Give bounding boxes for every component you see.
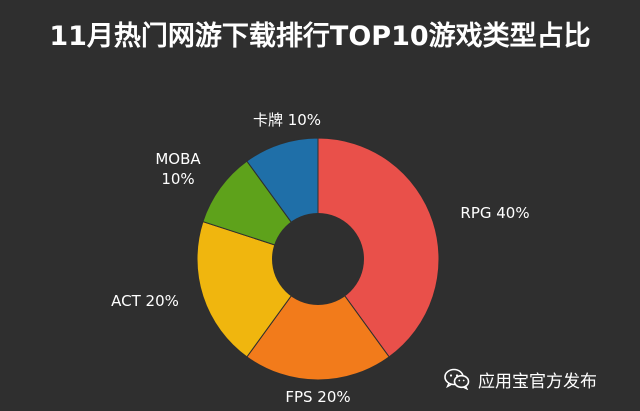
slice-rpg [317, 137, 440, 358]
chart-title: 11月热门网游下载排行TOP10游戏类型占比 [49, 21, 591, 52]
slice-fps [246, 258, 390, 381]
slice-label-moba: MOBA 10% [155, 150, 201, 188]
publisher-name: 应用宝官方发布 [478, 371, 597, 392]
slice-label-fps: FPS 20% [285, 388, 350, 406]
slice-labels: RPG 40% FPS 20% ACT 20% MOBA 10% 卡牌 10% [111, 111, 529, 406]
slice-label-rpg: RPG 40% [460, 204, 529, 222]
wechat-icon [444, 368, 470, 390]
publisher-credit: 应用宝官方发布 [444, 366, 597, 392]
slice-label-act: ACT 20% [111, 292, 179, 310]
donut-hole [272, 213, 364, 305]
slice-label-卡牌: 卡牌 10% [253, 111, 321, 129]
